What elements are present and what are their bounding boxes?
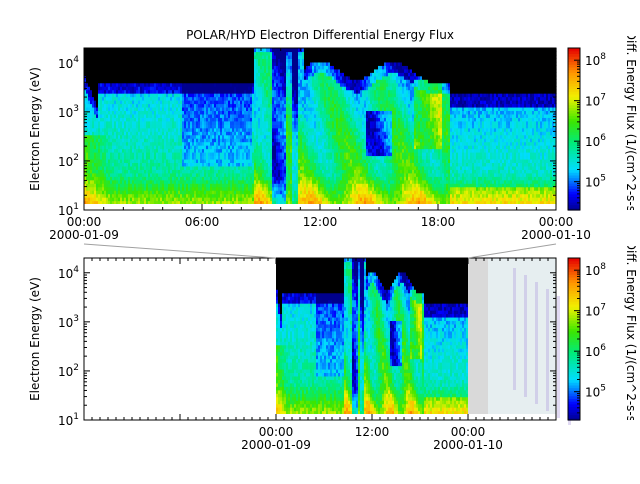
x-date-label: 2000-01-10 [433,438,503,452]
x-tick-label: 00:00 [539,215,574,229]
y-tick-label: 101 [58,412,79,428]
y-tick-label: 101 [58,202,79,218]
x-tick-label: 00:00 [259,425,294,439]
x-tick-label: 00:00 [451,425,486,439]
colorbar-tick-label: 107 [585,93,606,109]
y-tick-label: 104 [58,265,79,281]
colorbar-tick-label: 105 [585,384,606,400]
plot-frame [83,257,557,421]
spectrogram-image [276,258,469,420]
x-tick-label: 12:00 [303,215,338,229]
y-tick-label: 103 [58,104,79,120]
colorbar-tick-label: 105 [585,174,606,190]
colorbar-label: Electron Diff. Energy Flux (1/(cm^2-s-sr… [624,0,638,226]
chart-title: POLAR/HYD Electron Differential Energy F… [186,28,454,42]
colorbar-tick-label: 106 [585,133,606,149]
x-tick-label: 12:00 [355,425,390,439]
y-tick-label: 104 [58,55,79,71]
x-tick-label: 06:00 [185,215,220,229]
x-date-label: 2000-01-09 [49,228,119,242]
zoom-connector-line [83,243,277,259]
x-tick-label: 00:00 [67,215,102,229]
spectrogram-image [84,48,557,210]
colorbar-tick-label: 108 [585,262,606,278]
context-region [468,258,571,425]
y-axis-label: Electron Energy (eV) [28,277,42,401]
x-tick-label: 18:00 [421,215,456,229]
x-date-label: 2000-01-10 [521,228,591,242]
colorbar-tick-label: 107 [585,303,606,319]
zoom-connectors [83,243,557,259]
colorbar-tick-label: 108 [585,52,606,68]
y-tick-label: 103 [58,314,79,330]
y-tick-label: 102 [58,363,79,379]
colorbar-label: Electron Diff. Energy Flux (1/(cm^2-s-sr… [624,188,638,437]
colorbar: 105 106 107 108 Electron Diff. Energy Flux (… [567,0,638,226]
colorbar: 105 106 107 108 Electron Diff. Energy Flux (… [567,188,638,437]
y-tick-label: 102 [58,153,79,169]
colorbar-tick-label: 106 [585,343,606,359]
zoom-connector-line [467,243,557,259]
x-date-label: 2000-01-09 [241,438,311,452]
y-axis-label: Electron Energy (eV) [28,67,42,191]
